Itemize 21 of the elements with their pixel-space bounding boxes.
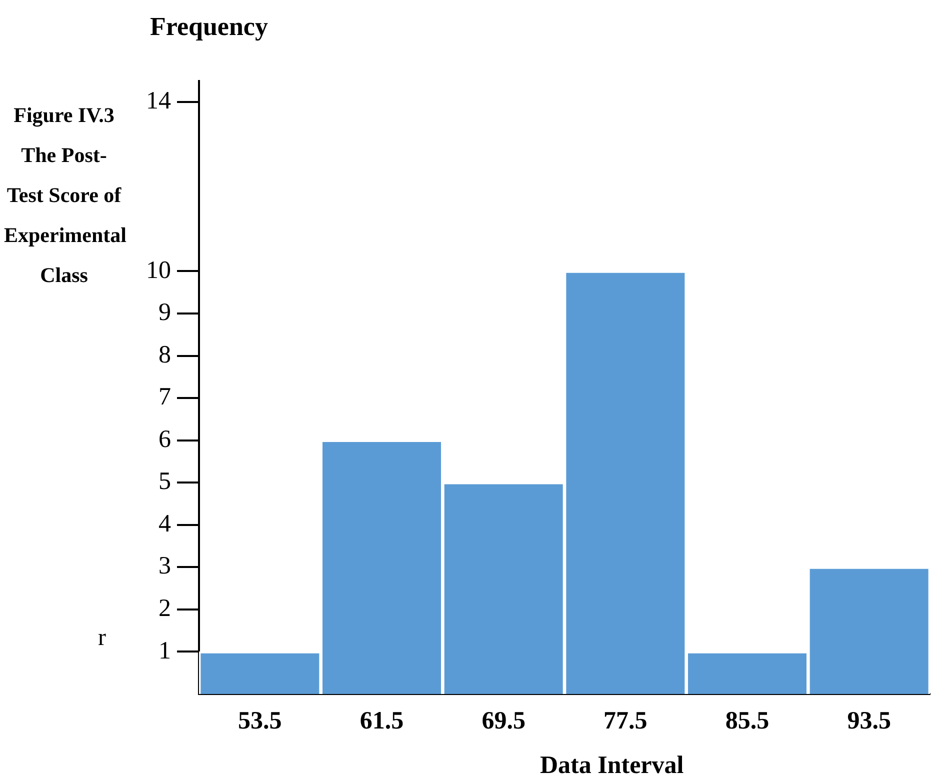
y-tick-label: 14 bbox=[146, 88, 172, 115]
text: Figure IV.3 The Post-Test Score of Experimental Class bbox=[4, 102, 126, 289]
y-tick-label: 10 bbox=[146, 256, 171, 284]
y-tick-label: 8 bbox=[158, 341, 171, 368]
y-tick-label: 2 bbox=[158, 595, 171, 622]
y-tick-label: 7 bbox=[158, 384, 171, 411]
y-tick-label: 3 bbox=[158, 552, 171, 580]
x-tick-label: 69.5 bbox=[482, 707, 526, 734]
x-axis-title: Data Interval bbox=[540, 752, 684, 780]
x-tick-label: 77.5 bbox=[604, 707, 648, 734]
text: r bbox=[98, 625, 106, 652]
y-tick-label: 1 bbox=[158, 637, 171, 664]
x-tick-label: 85.5 bbox=[725, 707, 770, 734]
x-tick-label: 53.5 bbox=[238, 707, 282, 734]
y-tick-label: 4 bbox=[158, 510, 172, 538]
y-axis-title: Frequency bbox=[150, 12, 268, 42]
x-tick-label: 93.5 bbox=[847, 707, 891, 734]
x-tick-label: 61.5 bbox=[360, 707, 404, 734]
y-tick-label: 9 bbox=[158, 299, 171, 326]
y-tick-label: 5 bbox=[158, 468, 171, 496]
y-tick-label: 6 bbox=[158, 426, 171, 453]
